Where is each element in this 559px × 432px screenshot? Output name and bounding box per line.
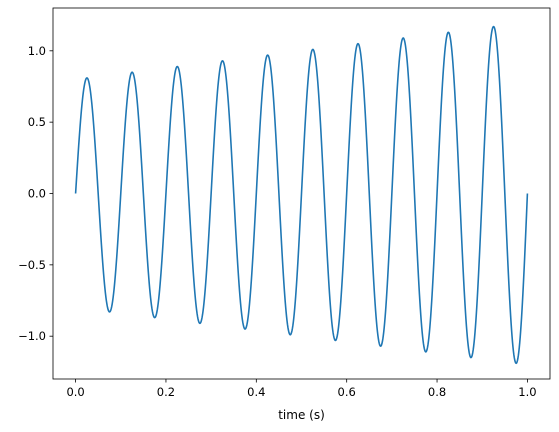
y-tick-label: −0.5 (18, 258, 46, 272)
y-tick-label: −1.0 (18, 329, 46, 343)
x-tick-label: 0.4 (247, 385, 265, 399)
series-line (74, 25, 529, 365)
y-tick-label: 0.5 (28, 115, 46, 129)
y-axis-ticks: −1.0 −0.5 0.0 0.5 1.0 (18, 44, 53, 343)
x-tick-label: 0.0 (66, 385, 84, 399)
x-axis-ticks: 0.0 0.2 0.4 0.6 0.8 1.0 (66, 379, 537, 399)
x-tick-label: 0.8 (428, 385, 446, 399)
x-tick-label: 0.2 (157, 385, 175, 399)
x-tick-label: 0.6 (338, 385, 356, 399)
y-tick-label: 1.0 (28, 44, 46, 58)
x-axis-label: time (s) (278, 408, 325, 422)
x-tick-label: 1.0 (518, 385, 536, 399)
y-tick-label: 0.0 (28, 187, 46, 201)
series-layer (74, 25, 529, 365)
